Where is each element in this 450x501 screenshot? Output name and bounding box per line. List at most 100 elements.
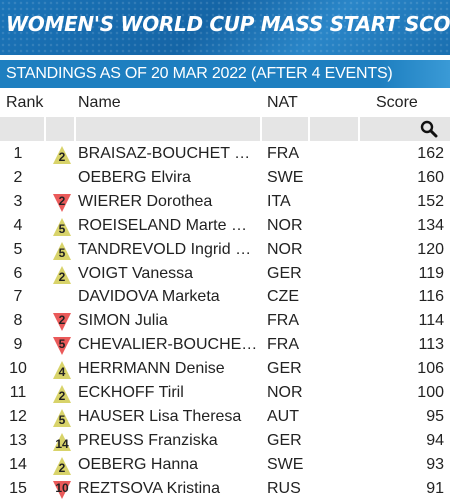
triangle-up-icon: 2 xyxy=(52,265,72,285)
rank-change: 2 xyxy=(52,312,72,332)
rank-change-value: 2 xyxy=(58,150,66,164)
athlete-name[interactable]: DAVIDOVA Marketa xyxy=(78,288,220,306)
column-header-name[interactable]: Name xyxy=(78,94,121,111)
triangle-up-icon: 2 xyxy=(52,384,72,404)
subtitle-bar: STANDINGS AS OF 20 MAR 2022 (AFTER 4 EVE… xyxy=(0,60,450,88)
table-row[interactable]: 13 14 PREUSS Franziska GER 94 xyxy=(0,430,450,454)
rank-change-value: 2 xyxy=(58,193,66,208)
rank-change: 10 xyxy=(52,480,72,500)
nation-code: SWE xyxy=(267,168,304,186)
rank-value: 13 xyxy=(9,431,27,449)
athlete-name[interactable]: WIERER Dorothea xyxy=(78,192,213,210)
rank-value: 6 xyxy=(13,264,23,282)
filter-row xyxy=(0,117,450,141)
table-row[interactable]: 10 4 HERRMANN Denise GER 106 xyxy=(0,358,450,382)
score-value: 91 xyxy=(426,479,444,497)
filter-cell-rank[interactable] xyxy=(0,117,44,141)
table-row[interactable]: 7 DAVIDOVA Marketa CZE 116 xyxy=(0,286,450,310)
score-value: 116 xyxy=(418,288,444,306)
triangle-up-icon: 5 xyxy=(52,217,72,237)
triangle-up-icon: 2 xyxy=(52,456,72,476)
triangle-down-icon: 2 xyxy=(52,193,72,213)
triangle-down-icon: 5 xyxy=(52,336,72,356)
rank-value: 4 xyxy=(13,216,23,234)
table-row[interactable]: 15 10 REZTSOVA Kristina RUS 91 xyxy=(0,478,450,501)
page-title: WOMEN'S WORLD CUP MASS START SCORE xyxy=(6,12,450,36)
rank-value: 12 xyxy=(9,407,27,425)
rank-change-value: 10 xyxy=(55,480,69,495)
table-row[interactable]: 9 5 CHEVALIER-BOUCHET Anais FRA 113 xyxy=(0,334,450,358)
rank-change-value: 5 xyxy=(58,221,66,236)
rank-change xyxy=(52,169,72,189)
table-row[interactable]: 14 2 OEBERG Hanna SWE 93 xyxy=(0,454,450,478)
table-row[interactable]: 4 5 ROEISELAND Marte Olsbu NOR 134 xyxy=(0,215,450,239)
rank-change: 5 xyxy=(52,336,72,356)
filter-cell-nat[interactable] xyxy=(262,117,308,141)
column-header-nat[interactable]: NAT xyxy=(267,94,298,111)
score-value: 160 xyxy=(417,168,444,186)
athlete-name[interactable]: OEBERG Hanna xyxy=(78,455,199,473)
rank-change-value: 4 xyxy=(58,365,66,380)
table-row[interactable]: 12 5 HAUSER Lisa Theresa AUT 95 xyxy=(0,406,450,430)
filter-cell-name[interactable] xyxy=(76,117,260,141)
rank-change-value: 2 xyxy=(58,389,66,403)
athlete-name[interactable]: HAUSER Lisa Theresa xyxy=(78,407,242,425)
nation-code: CZE xyxy=(267,288,299,306)
triangle-up-icon: 14 xyxy=(52,432,72,452)
score-value: 120 xyxy=(417,240,444,258)
filter-cell-extra[interactable] xyxy=(310,117,358,141)
table-header: Rank Name NAT Score xyxy=(0,94,450,116)
nation-code: GER xyxy=(267,431,302,449)
table-row[interactable]: 8 2 SIMON Julia FRA 114 xyxy=(0,310,450,334)
rank-value: 3 xyxy=(13,192,23,210)
rank-change-value: 2 xyxy=(58,269,66,284)
table-row[interactable]: 5 5 TANDREVOLD Ingrid Landmark NOR 120 xyxy=(0,239,450,263)
triangle-up-icon: 5 xyxy=(52,241,72,261)
nation-code: FRA xyxy=(267,145,299,162)
standings-subtitle: STANDINGS AS OF 20 MAR 2022 (AFTER 4 EVE… xyxy=(6,65,393,82)
table-row[interactable]: 2 OEBERG Elvira SWE 160 xyxy=(0,167,450,191)
filter-cell-move[interactable] xyxy=(46,117,74,141)
athlete-name[interactable]: PREUSS Franziska xyxy=(78,431,218,449)
athlete-name[interactable]: ROEISELAND Marte Olsbu xyxy=(78,216,258,234)
rank-change: 2 xyxy=(52,384,72,404)
rank-value: 2 xyxy=(13,168,23,186)
score-value: 114 xyxy=(418,312,444,330)
rank-change-value: 5 xyxy=(58,337,66,352)
score-value: 119 xyxy=(418,264,444,282)
athlete-name[interactable]: ECKHOFF Tiril xyxy=(78,384,184,401)
athlete-name[interactable]: CHEVALIER-BOUCHET Anais xyxy=(78,336,258,354)
rank-value: 7 xyxy=(13,288,23,306)
rank-value: 9 xyxy=(13,336,23,354)
rank-change-value: 2 xyxy=(58,313,66,328)
table-row[interactable]: 6 2 VOIGT Vanessa GER 119 xyxy=(0,263,450,287)
nation-code: ITA xyxy=(267,192,291,210)
athlete-name[interactable]: VOIGT Vanessa xyxy=(78,264,194,282)
athlete-name[interactable]: BRAISAZ-BOUCHET Justine xyxy=(78,145,258,162)
rank-value: 5 xyxy=(13,240,23,258)
search-icon[interactable] xyxy=(420,120,438,138)
rank-change-value: 5 xyxy=(58,412,66,427)
nation-code: FRA xyxy=(267,336,299,354)
nation-code: RUS xyxy=(267,479,301,497)
rank-change: 5 xyxy=(52,217,72,237)
rank-change: 14 xyxy=(52,432,72,452)
column-header-score[interactable]: Score xyxy=(376,94,418,111)
athlete-name[interactable]: TANDREVOLD Ingrid Landmark xyxy=(78,240,258,258)
athlete-name[interactable]: OEBERG Elvira xyxy=(78,168,191,186)
triangle-up-icon: 4 xyxy=(52,360,72,380)
athlete-name[interactable]: HERRMANN Denise xyxy=(78,360,225,378)
rank-change: 5 xyxy=(52,408,72,428)
score-value: 106 xyxy=(417,360,444,378)
table-row[interactable]: 1 2 BRAISAZ-BOUCHET Justine FRA 162 xyxy=(0,143,450,167)
nation-code: NOR xyxy=(267,240,303,258)
rank-value: 1 xyxy=(13,145,23,162)
table-row[interactable]: 11 2 ECKHOFF Tiril NOR 100 xyxy=(0,382,450,406)
triangle-up-icon: 5 xyxy=(52,408,72,428)
column-header-rank[interactable]: Rank xyxy=(6,94,44,111)
table-row[interactable]: 3 2 WIERER Dorothea ITA 152 xyxy=(0,191,450,215)
athlete-name[interactable]: SIMON Julia xyxy=(78,312,168,330)
subtitle-decoration xyxy=(380,60,450,88)
athlete-name[interactable]: REZTSOVA Kristina xyxy=(78,479,220,497)
title-bar: WOMEN'S WORLD CUP MASS START SCORE xyxy=(0,0,450,55)
